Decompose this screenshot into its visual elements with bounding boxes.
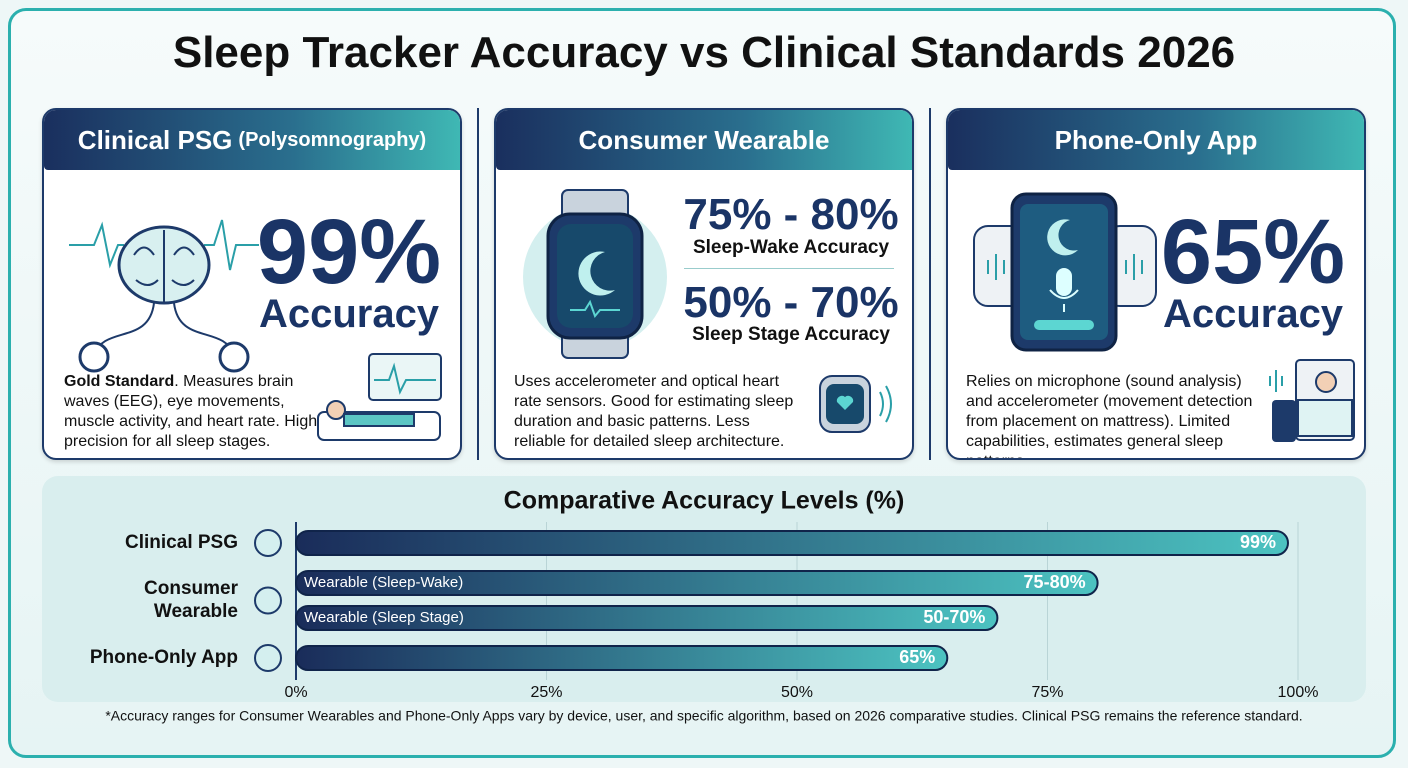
separator (929, 108, 931, 460)
stat: 50% - 70% (683, 278, 899, 327)
bed-icon (1269, 359, 1355, 442)
watch-small-icon (819, 375, 892, 433)
brain-icon (69, 219, 259, 373)
stat-label: Sleep Stage Accuracy (692, 324, 890, 345)
stat-label: Sleep-Wake Accuracy (692, 237, 890, 258)
description-text: . Measures brain waves (EEG), eye moveme… (64, 373, 318, 450)
phone-icon (973, 192, 1157, 352)
header-text: Phone-Only App (1054, 124, 1258, 155)
watch-icon (523, 189, 667, 359)
description-bold: Gold Standard (64, 373, 175, 390)
stat: 99% (256, 201, 442, 303)
separator (477, 108, 479, 460)
header-text: Clinical PSG (77, 124, 233, 155)
card: Consumer Wearable 75% - 80% Sleep-Wake A… (494, 108, 914, 460)
card: Phone-Only App 65% Accuracy Relies on mi… (946, 108, 1366, 460)
stat-label: Accuracy (258, 292, 440, 336)
stat: 65% (1160, 201, 1346, 303)
card-header: Phone-Only App (948, 110, 1364, 170)
stat: 75% - 80% (683, 190, 899, 239)
card-header: Clinical PSG (Polysomnography) (44, 110, 460, 170)
card-header: Consumer Wearable (496, 110, 912, 170)
description: Gold Standard. Measures brain waves (EEG… (64, 372, 319, 452)
divider (684, 268, 894, 269)
header-note: (Polysomnography) (238, 128, 427, 151)
patient-icon (317, 353, 442, 441)
header-text: Consumer Wearable (578, 124, 830, 155)
description: Uses accelerometer and optical heart rat… (514, 373, 794, 450)
stat-label: Accuracy (1162, 292, 1344, 336)
page-title: Sleep Tracker Accuracy vs Clinical Stand… (172, 28, 1236, 77)
card: Clinical PSG (Polysomnography) 99% Accura… (42, 108, 462, 460)
description: Relies on microphone (sound analysis) an… (966, 373, 1253, 458)
